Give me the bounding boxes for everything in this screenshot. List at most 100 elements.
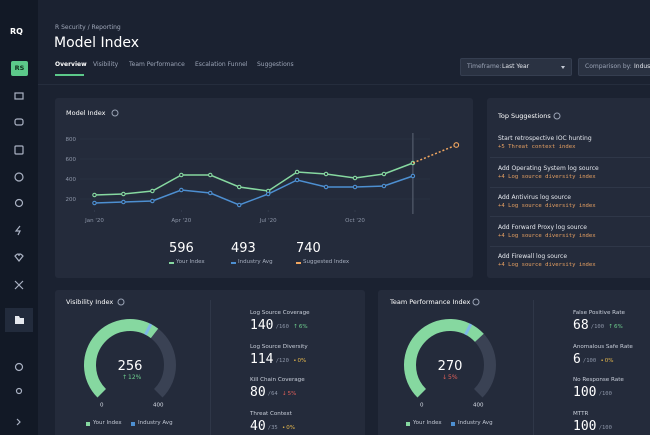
suggestion-detail: +5 Threat context index (498, 144, 576, 150)
filter-label: Comparison by: (585, 63, 632, 70)
nav-icon[interactable] (14, 118, 24, 126)
legend-label: Your Index (93, 420, 122, 426)
legend-swatch (406, 422, 410, 426)
stat-swatch (231, 262, 236, 264)
nav-icon[interactable] (16, 418, 21, 426)
tab[interactable]: Escalation Funnel (195, 61, 248, 68)
stat-value: 596 (169, 241, 194, 256)
series-line (94, 175, 414, 206)
suggestion-title[interactable]: Add Forward Proxy log source (498, 223, 587, 231)
metric-max: /64 (267, 391, 278, 397)
filter-dropdown[interactable]: Comparison by:Industry (578, 58, 650, 76)
legend-swatch (451, 422, 455, 426)
series-point (121, 199, 126, 205)
change-arrow: • (282, 424, 286, 431)
gauge-average (464, 323, 473, 336)
series-point (179, 187, 184, 193)
metric-label: Kill Chain Coverage (250, 377, 305, 383)
tab[interactable]: Overview (55, 61, 87, 68)
series-point (294, 177, 300, 183)
info-circle (111, 109, 119, 117)
series-point (208, 190, 213, 196)
change-arrow: • (600, 357, 604, 364)
panel-divider (533, 300, 534, 435)
stat-swatch (169, 262, 174, 264)
stat-label: Industry Avg (238, 259, 273, 265)
suggestion-title[interactable]: Start retrospective IOC hunting (498, 135, 592, 142)
stat-value: 493 (231, 241, 256, 256)
metric-label: MTTR (573, 410, 589, 417)
nav-icon[interactable] (14, 172, 24, 182)
suggestion-title[interactable]: Add Operating System log source (498, 164, 599, 172)
suggestion-title[interactable]: Add Antivirus log source (498, 194, 571, 201)
suggestion-detail: +4 Log source diversity index (498, 203, 596, 209)
tab[interactable]: Visibility (93, 61, 119, 68)
change-arrow: ↑ (122, 374, 128, 381)
metric-value: 100 (573, 418, 597, 434)
tab[interactable]: Team Performance (129, 61, 185, 68)
card-title: Visibility Index (66, 298, 114, 306)
tab-underline (55, 74, 84, 76)
nav-icon[interactable] (14, 362, 24, 372)
suggestion-divider (490, 216, 650, 217)
metric-value: 40 (250, 418, 266, 434)
series-point (453, 142, 460, 148)
stat-label: Your Index (176, 259, 205, 265)
change: ↓5% (282, 391, 296, 397)
suggestions-card (487, 98, 650, 278)
change-value: 0% (286, 424, 295, 431)
series-point (92, 200, 97, 206)
filter-dropdown[interactable]: Timeframe: Last Year (460, 58, 572, 76)
gauge: 240 0 400 256 (84, 318, 176, 408)
tab[interactable]: Suggestions (257, 61, 294, 68)
series-point (150, 198, 155, 204)
metric-max: /100 (598, 391, 612, 397)
change: ↑6% (293, 324, 307, 330)
metric-max: /100 (590, 324, 605, 330)
nav-icon[interactable] (14, 280, 24, 290)
nav-icon[interactable] (14, 225, 21, 236)
change: ↑12% (122, 374, 141, 381)
change-arrow: ↓ (442, 374, 448, 381)
info-icon (472, 298, 480, 306)
metric-label: Log Source Coverage (250, 310, 310, 316)
series-point (150, 188, 155, 194)
dropdown-caret (561, 66, 565, 69)
info-circle (472, 298, 480, 306)
nav-icon[interactable] (14, 145, 24, 155)
series-point (352, 175, 358, 181)
filter-label: Timeframe: (467, 63, 502, 70)
info-circle (117, 298, 125, 306)
gauge-min-label: 0 (420, 402, 424, 408)
nav-icon[interactable] (14, 198, 24, 208)
metric-label: No Response Rate (573, 377, 624, 383)
x-tick-label: Jan '20 (84, 218, 104, 224)
suggestion-title[interactable]: Add Firewall log source (498, 253, 568, 260)
series-point (236, 184, 242, 190)
suggestion-detail: +4 Log source diversity index (498, 173, 596, 180)
suggestion-detail: +4 Log source diversity index (498, 262, 596, 268)
breadcrumb: R Security / Reporting (55, 24, 121, 31)
nav-icon[interactable] (15, 316, 24, 324)
metric-max: /35 (267, 424, 278, 431)
nav-icon[interactable] (15, 387, 23, 395)
page-title: Model Index (54, 35, 140, 51)
avatar[interactable]: RS (11, 61, 28, 76)
panel-divider (210, 300, 211, 435)
logo: RQ (10, 27, 23, 36)
gauge-max-label: 400 (153, 402, 164, 408)
y-tick-label: 200 (66, 197, 77, 203)
change-arrow: ↓ (282, 391, 287, 397)
nav-icon[interactable] (14, 92, 24, 100)
series-point (236, 202, 242, 208)
suggestion-divider (490, 245, 650, 247)
header-divider (38, 84, 650, 85)
nav-icon[interactable] (14, 253, 24, 262)
series-point (381, 171, 387, 177)
stat-swatch (296, 262, 301, 264)
gauge-average (144, 323, 153, 336)
card-title: Team Performance Index (390, 298, 471, 306)
suggestion-divider (490, 186, 650, 188)
legend-swatch (86, 422, 90, 426)
